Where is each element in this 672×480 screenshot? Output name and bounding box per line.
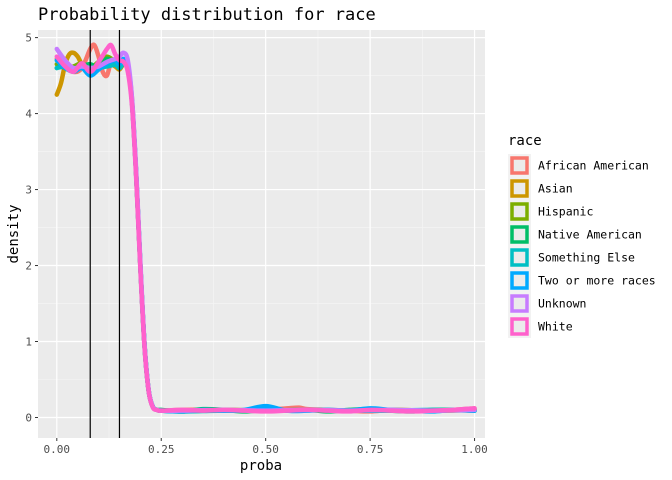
x-tick-label: 0.00 [44, 443, 71, 456]
legend-swatch [510, 248, 529, 267]
y-tick-label: 0 [25, 411, 32, 424]
y-tick-label: 2 [25, 260, 32, 273]
x-tick-label: 0.75 [357, 443, 384, 456]
y-tick-label: 5 [25, 32, 32, 45]
legend-label: Asian [538, 182, 573, 196]
x-tick-label: 0.50 [252, 443, 279, 456]
legend-title: race [508, 133, 542, 149]
legend-swatch [510, 294, 529, 313]
y-tick-label: 3 [25, 184, 32, 197]
legend-swatch [510, 317, 529, 336]
legend-label: African American [538, 159, 649, 173]
legend-swatch [510, 271, 529, 290]
y-tick-label: 1 [25, 336, 32, 349]
legend-label: Something Else [538, 251, 635, 265]
x-tick-label: 1.00 [461, 443, 488, 456]
legend-label: Two or more races [538, 274, 656, 288]
plot-panel [38, 30, 485, 438]
legend-label: Unknown [538, 297, 586, 311]
legend-label: Native American [538, 228, 642, 242]
y-tick-label: 4 [25, 108, 32, 121]
series-line-white [54, 42, 477, 414]
legend-swatch [510, 202, 529, 221]
legend-swatch [510, 225, 529, 244]
legend-label: White [538, 320, 573, 334]
x-axis: 0.00 0.25 0.50 0.75 1.00 [44, 438, 488, 456]
y-axis: 0 1 2 3 4 5 [25, 32, 38, 424]
legend-swatch [510, 156, 529, 175]
x-axis-title: proba [240, 458, 282, 474]
legend: race African American Asian Hispanic Native… [508, 133, 656, 338]
grid-lines [38, 30, 485, 438]
x-tick-label: 0.25 [148, 443, 175, 456]
chart-title: Probability distribution for race [38, 5, 376, 25]
reference-lines [89, 30, 121, 438]
y-axis-title: density [6, 204, 22, 263]
legend-swatch [510, 179, 529, 198]
legend-label: Hispanic [538, 205, 593, 219]
series-lines [54, 42, 477, 414]
